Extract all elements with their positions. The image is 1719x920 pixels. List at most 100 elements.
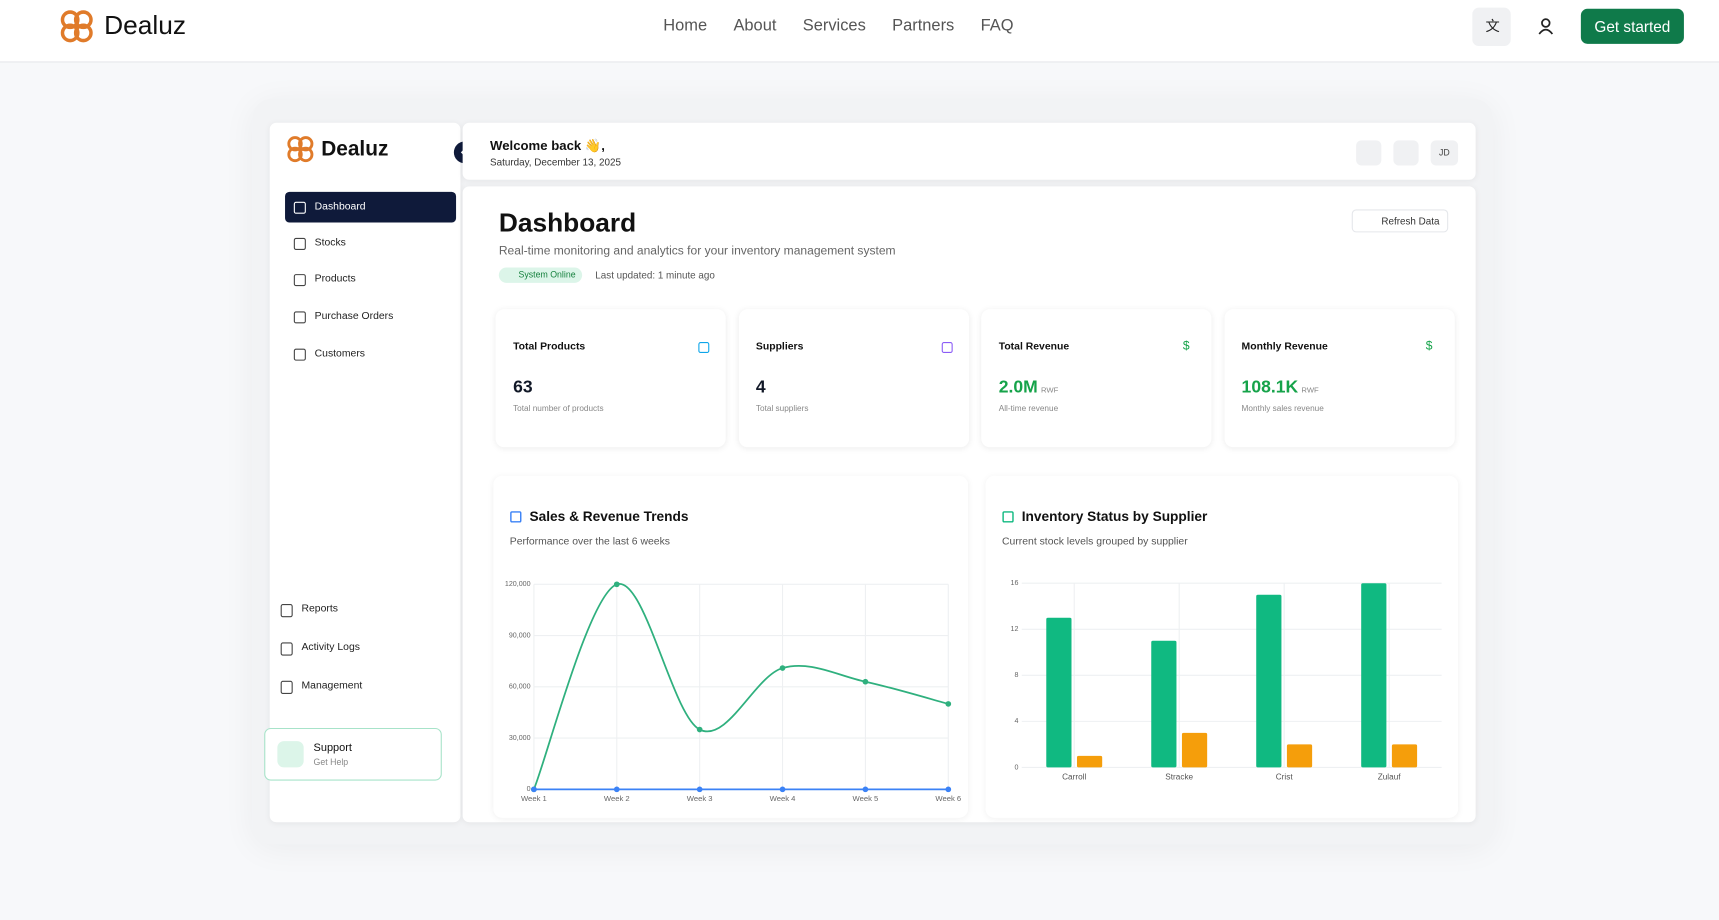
chart-subtitle: Current stock levels grouped by supplier [1002,536,1188,547]
stat-card: Total Revenue $2.0M RWF All-time revenue [981,309,1212,448]
app-logo-icon [287,136,314,163]
bar [1046,617,1072,768]
menu-icon [293,311,306,324]
card-icon [698,342,710,354]
title-icon [510,511,522,523]
chart-title: Sales & Revenue Trends [530,509,689,524]
point [862,678,869,685]
bar [1181,732,1208,768]
card-icon: $ [1425,339,1433,354]
page-title: Dashboard [498,208,637,238]
status-badge: System Online [498,267,583,283]
menu-item[interactable]: Customers [314,347,365,360]
x-tick-label: Week 4 [770,794,797,803]
nav-link[interactable]: Partners [892,16,955,36]
card-value: 4 [755,378,766,397]
support-icon [277,741,304,768]
card-value: 2.0M [998,378,1038,397]
app-brand: Dealuz [321,138,389,162]
y-tick-label: 120,000 [505,580,531,588]
menu-icon [293,237,306,250]
bar [1391,744,1418,768]
stat-card: Suppliers 4 Total suppliers [738,309,969,448]
nav-link[interactable]: FAQ [980,16,1014,36]
y-tick-label: 16 [1011,579,1019,587]
date: Saturday, December 13, 2025 [490,156,621,168]
menu-item[interactable]: Reports [301,602,338,616]
nav: Home About Services Partners FAQ [663,16,1013,35]
translate-button[interactable]: 文 [1472,7,1511,47]
menu-icon [293,201,306,214]
menu-item[interactable]: Products [314,272,356,286]
point [945,701,952,707]
card-unit: RWF [1301,386,1319,395]
title-icon [1002,511,1014,523]
card-value-row: 2.0M RWF [999,378,1059,398]
y-tick-label: 12 [1011,625,1019,633]
menu-icon [280,604,293,618]
bar [1286,744,1313,768]
card-title: Monthly Revenue [1241,340,1328,354]
support-subtitle: Get Help [313,757,349,768]
line-chart-panel [493,475,969,818]
bar [1076,755,1103,768]
language-button[interactable] [1393,140,1419,166]
y-tick-label: 8 [1014,671,1018,679]
menu-icon [293,348,306,361]
menu-item[interactable]: Dashboard [314,200,366,213]
cta-button[interactable]: Get started [1580,8,1684,44]
point [696,726,703,733]
topbar [462,122,1476,180]
page-subtitle: Real-time monitoring and analytics for y… [498,244,896,258]
card-title: Suppliers [755,340,804,354]
bell-button[interactable] [1356,140,1382,166]
stat-card: Monthly Revenue $108.1K RWF Monthly sales r… [1224,309,1455,448]
chart-title: Inventory Status by Supplier [1022,509,1208,524]
svg-text:文: 文 [1485,18,1499,35]
support-box[interactable]: Support Get Help [264,727,442,781]
nav-link[interactable]: About [733,16,777,36]
card-value: 63 [513,378,533,397]
user-icon[interactable] [1536,16,1556,36]
menu-icon [280,642,293,656]
point [779,665,786,671]
header [0,0,1719,63]
point [613,581,620,588]
menu-icon [293,274,306,287]
card-icon [941,342,953,354]
point [696,786,703,793]
x-tick-label: Zulauf [1378,772,1402,781]
nav-link[interactable]: Home [663,16,708,36]
card-caption: Total suppliers [755,403,809,414]
card-caption: All-time revenue [998,403,1059,414]
x-tick-label: Week 2 [604,794,630,803]
logo-icon [60,10,93,43]
sidebar [269,122,461,823]
card-caption: Monthly sales revenue [1241,403,1324,414]
nav-link[interactable]: Services [802,16,866,36]
stat-card: Total Products 63 Total number of products [495,309,726,448]
card-value-row: 4 [756,378,766,398]
card-title: Total Products [513,340,586,354]
x-tick-label: Week 3 [687,794,713,803]
bar [1256,594,1282,768]
refresh-button[interactable]: Refresh Data [1351,209,1449,233]
point [531,786,537,793]
menu-item[interactable]: Stocks [314,236,346,249]
point [613,786,620,793]
support-title: Support [313,742,352,755]
menu-item[interactable]: Activity Logs [301,641,360,654]
x-tick-label: Stracke [1165,772,1193,781]
menu-item[interactable]: Purchase Orders [314,310,394,323]
greeting: Welcome back 👋, [490,138,605,154]
avatar[interactable]: JD [1430,140,1459,166]
bar [1151,640,1177,768]
menu-item[interactable]: Management [301,679,363,692]
x-tick-label: Carroll [1062,772,1086,781]
menu-icon [280,680,293,694]
card-value-row: 63 [513,378,533,398]
x-tick-label: Week 1 [521,794,547,803]
